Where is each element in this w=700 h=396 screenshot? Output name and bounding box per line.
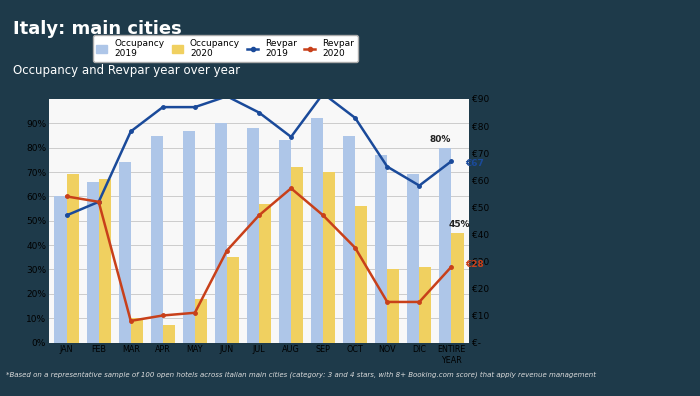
Text: Italy: main cities: Italy: main cities (13, 20, 182, 38)
Bar (99, 179, 111, 343)
Bar (131, 318, 143, 343)
Bar (355, 206, 368, 343)
Bar (452, 233, 463, 343)
Bar (323, 172, 335, 343)
Bar (118, 162, 131, 343)
Bar (87, 182, 99, 343)
Bar (387, 269, 400, 343)
Text: 45%: 45% (448, 220, 470, 229)
Bar (195, 299, 207, 343)
Text: €67: €67 (465, 160, 484, 168)
Bar (247, 128, 259, 343)
Bar (439, 148, 452, 343)
Bar (163, 326, 175, 343)
Bar (343, 135, 355, 343)
Bar (227, 257, 239, 343)
Bar (66, 175, 79, 343)
Bar (311, 118, 323, 343)
Bar (279, 141, 291, 343)
Bar (215, 123, 227, 343)
Bar (183, 131, 195, 343)
Bar (259, 204, 271, 343)
Legend: Occupancy
2019, Occupancy
2020, Revpar
2019, Revpar
2020: Occupancy 2019, Occupancy 2020, Revpar 2… (93, 35, 358, 62)
Bar (55, 196, 66, 343)
Bar (150, 135, 163, 343)
Text: €28: €28 (465, 259, 484, 268)
Text: Occupancy and Revpar year over year: Occupancy and Revpar year over year (13, 64, 241, 77)
Text: *Based on a representative sample of 100 open hotels across Italian main cities : *Based on a representative sample of 100… (6, 371, 596, 377)
Text: 80%: 80% (430, 135, 452, 144)
Bar (419, 267, 431, 343)
Bar (407, 175, 419, 343)
Bar (375, 155, 387, 343)
Bar (291, 167, 303, 343)
